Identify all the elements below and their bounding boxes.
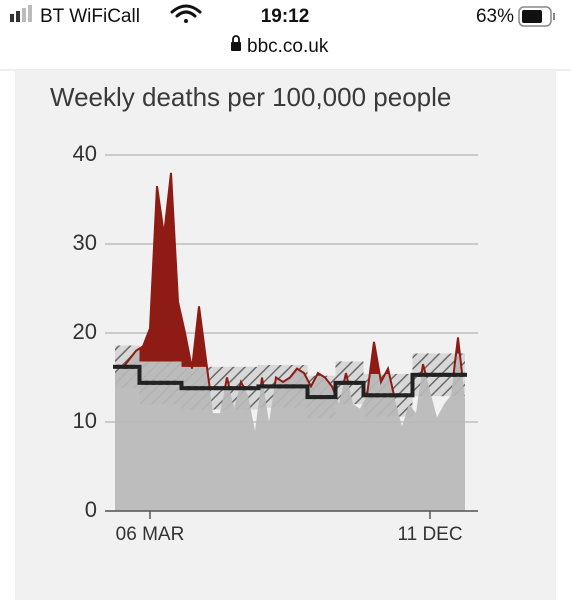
y-tick-label: 40	[73, 141, 97, 166]
wifi-icon	[170, 4, 202, 23]
url: bbc.co.uk	[247, 36, 329, 57]
excess-line	[115, 172, 465, 398]
y-tick-label: 30	[73, 230, 97, 255]
chart-title: Weekly deaths per 100,000 people	[50, 82, 451, 112]
deaths-area	[115, 172, 465, 512]
signal-bar	[10, 14, 14, 22]
plot: 0 10 20 30 40 06 MAR 11 DEC	[73, 141, 478, 545]
lock-icon	[231, 42, 241, 51]
clock: 19:12	[261, 6, 310, 27]
signal-bar	[22, 8, 26, 22]
x-tick-label: 06 MAR	[116, 524, 185, 545]
status-bar: BT WiFiCall 19:12 63%	[10, 4, 555, 27]
y-tick-label: 0	[85, 497, 97, 522]
address-bar[interactable]: bbc.co.uk	[231, 35, 329, 57]
signal-bar	[16, 11, 20, 22]
signal-bar	[28, 5, 32, 22]
battery-level	[522, 10, 542, 23]
battery-icon	[518, 6, 552, 27]
battery-percent: 63%	[476, 6, 514, 27]
lock-shackle	[232, 35, 240, 42]
y-tick-label: 10	[73, 408, 97, 433]
y-tick-label: 20	[73, 319, 97, 344]
battery-tip	[553, 13, 555, 20]
x-tick-label: 11 DEC	[397, 524, 462, 545]
carrier: BT WiFiCall	[40, 6, 140, 27]
